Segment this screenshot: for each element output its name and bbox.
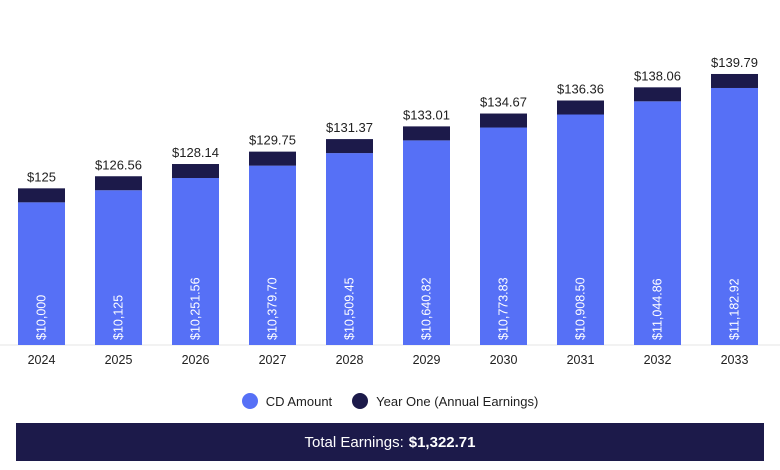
x-tick-label: 2028 [336, 353, 364, 367]
earnings-data-label: $134.67 [480, 95, 527, 110]
cd-amount-data-label: $10,125 [112, 295, 126, 340]
bar-annual-earnings [480, 113, 527, 128]
bar-cd-amount [403, 140, 450, 345]
earnings-data-label: $136.36 [557, 82, 604, 97]
bar-cd-amount [480, 127, 527, 345]
cd-amount-data-label: $10,908.50 [574, 277, 588, 340]
x-tick-label: 2027 [259, 353, 287, 367]
bar-annual-earnings [557, 100, 604, 115]
cd-amount-data-label: $10,509.45 [343, 277, 357, 340]
cd-amount-data-label: $10,379.70 [266, 277, 280, 340]
x-tick-label: 2029 [413, 353, 441, 367]
cd-amount-data-label: $11,044.86 [651, 278, 665, 340]
bar-cd-amount [634, 101, 681, 345]
total-earnings-value: $1,322.71 [408, 433, 476, 451]
bar-annual-earnings [403, 126, 450, 141]
bar-cd-amount [711, 87, 758, 345]
bar-cd-amount [172, 178, 219, 345]
bar-cd-amount [557, 114, 604, 346]
bar-cd-amount [249, 165, 296, 345]
bar-cd-amount [18, 202, 65, 345]
bar-annual-earnings [326, 139, 373, 154]
legend-label-annual-earnings: Year One (Annual Earnings) [376, 393, 539, 409]
x-tick-label: 2033 [721, 353, 749, 367]
total-earnings-banner: Total Earnings: $1,322.71 [16, 423, 764, 461]
legend-swatch-annual-earnings [352, 393, 369, 409]
bar-cd-amount [326, 153, 373, 345]
earnings-data-label: $129.75 [249, 133, 296, 148]
x-tick-label: 2024 [28, 353, 56, 367]
bar-cd-amount [95, 190, 142, 345]
bar-annual-earnings [172, 164, 219, 179]
bar-annual-earnings [634, 87, 681, 102]
earnings-data-label: $133.01 [403, 107, 450, 122]
bar-annual-earnings [711, 73, 758, 88]
x-tick-label: 2031 [567, 353, 595, 367]
x-tick-label: 2025 [105, 353, 133, 367]
earnings-data-label: $125 [27, 169, 56, 184]
cd-amount-data-label: $10,000 [35, 295, 49, 340]
earnings-data-label: $139.79 [711, 55, 758, 70]
legend-label-cd-amount: CD Amount [265, 393, 333, 409]
chart-legend: CD Amount Year One (Annual Earnings) [0, 393, 780, 409]
cd-amount-data-label: $10,640.82 [420, 277, 434, 340]
total-earnings-label: Total Earnings: [304, 433, 404, 451]
cd-amount-data-label: $10,773.83 [497, 277, 511, 340]
legend-swatch-cd-amount [241, 393, 258, 409]
cd-amount-data-label: $10,251.56 [189, 277, 203, 340]
x-tick-label: 2026 [182, 353, 210, 367]
bar-annual-earnings [249, 151, 296, 166]
x-tick-label: 2030 [490, 353, 518, 367]
earnings-data-label: $131.37 [326, 120, 373, 135]
earnings-data-label: $138.06 [634, 68, 681, 83]
stacked-bar-chart: $125 $10,000 2024 $126.56 $10,125 2025 $128.14… [0, 55, 780, 367]
earnings-data-label: $128.14 [172, 145, 219, 160]
legend-item-annual-earnings: Year One (Annual Earnings) [352, 393, 538, 409]
cd-amount-data-label: $11,182.92 [728, 278, 742, 340]
x-tick-label: 2032 [644, 353, 672, 367]
bar-annual-earnings [18, 188, 65, 203]
legend-item-cd-amount: CD Amount [241, 393, 333, 409]
bar-annual-earnings [95, 176, 142, 191]
earnings-data-label: $126.56 [95, 157, 142, 172]
